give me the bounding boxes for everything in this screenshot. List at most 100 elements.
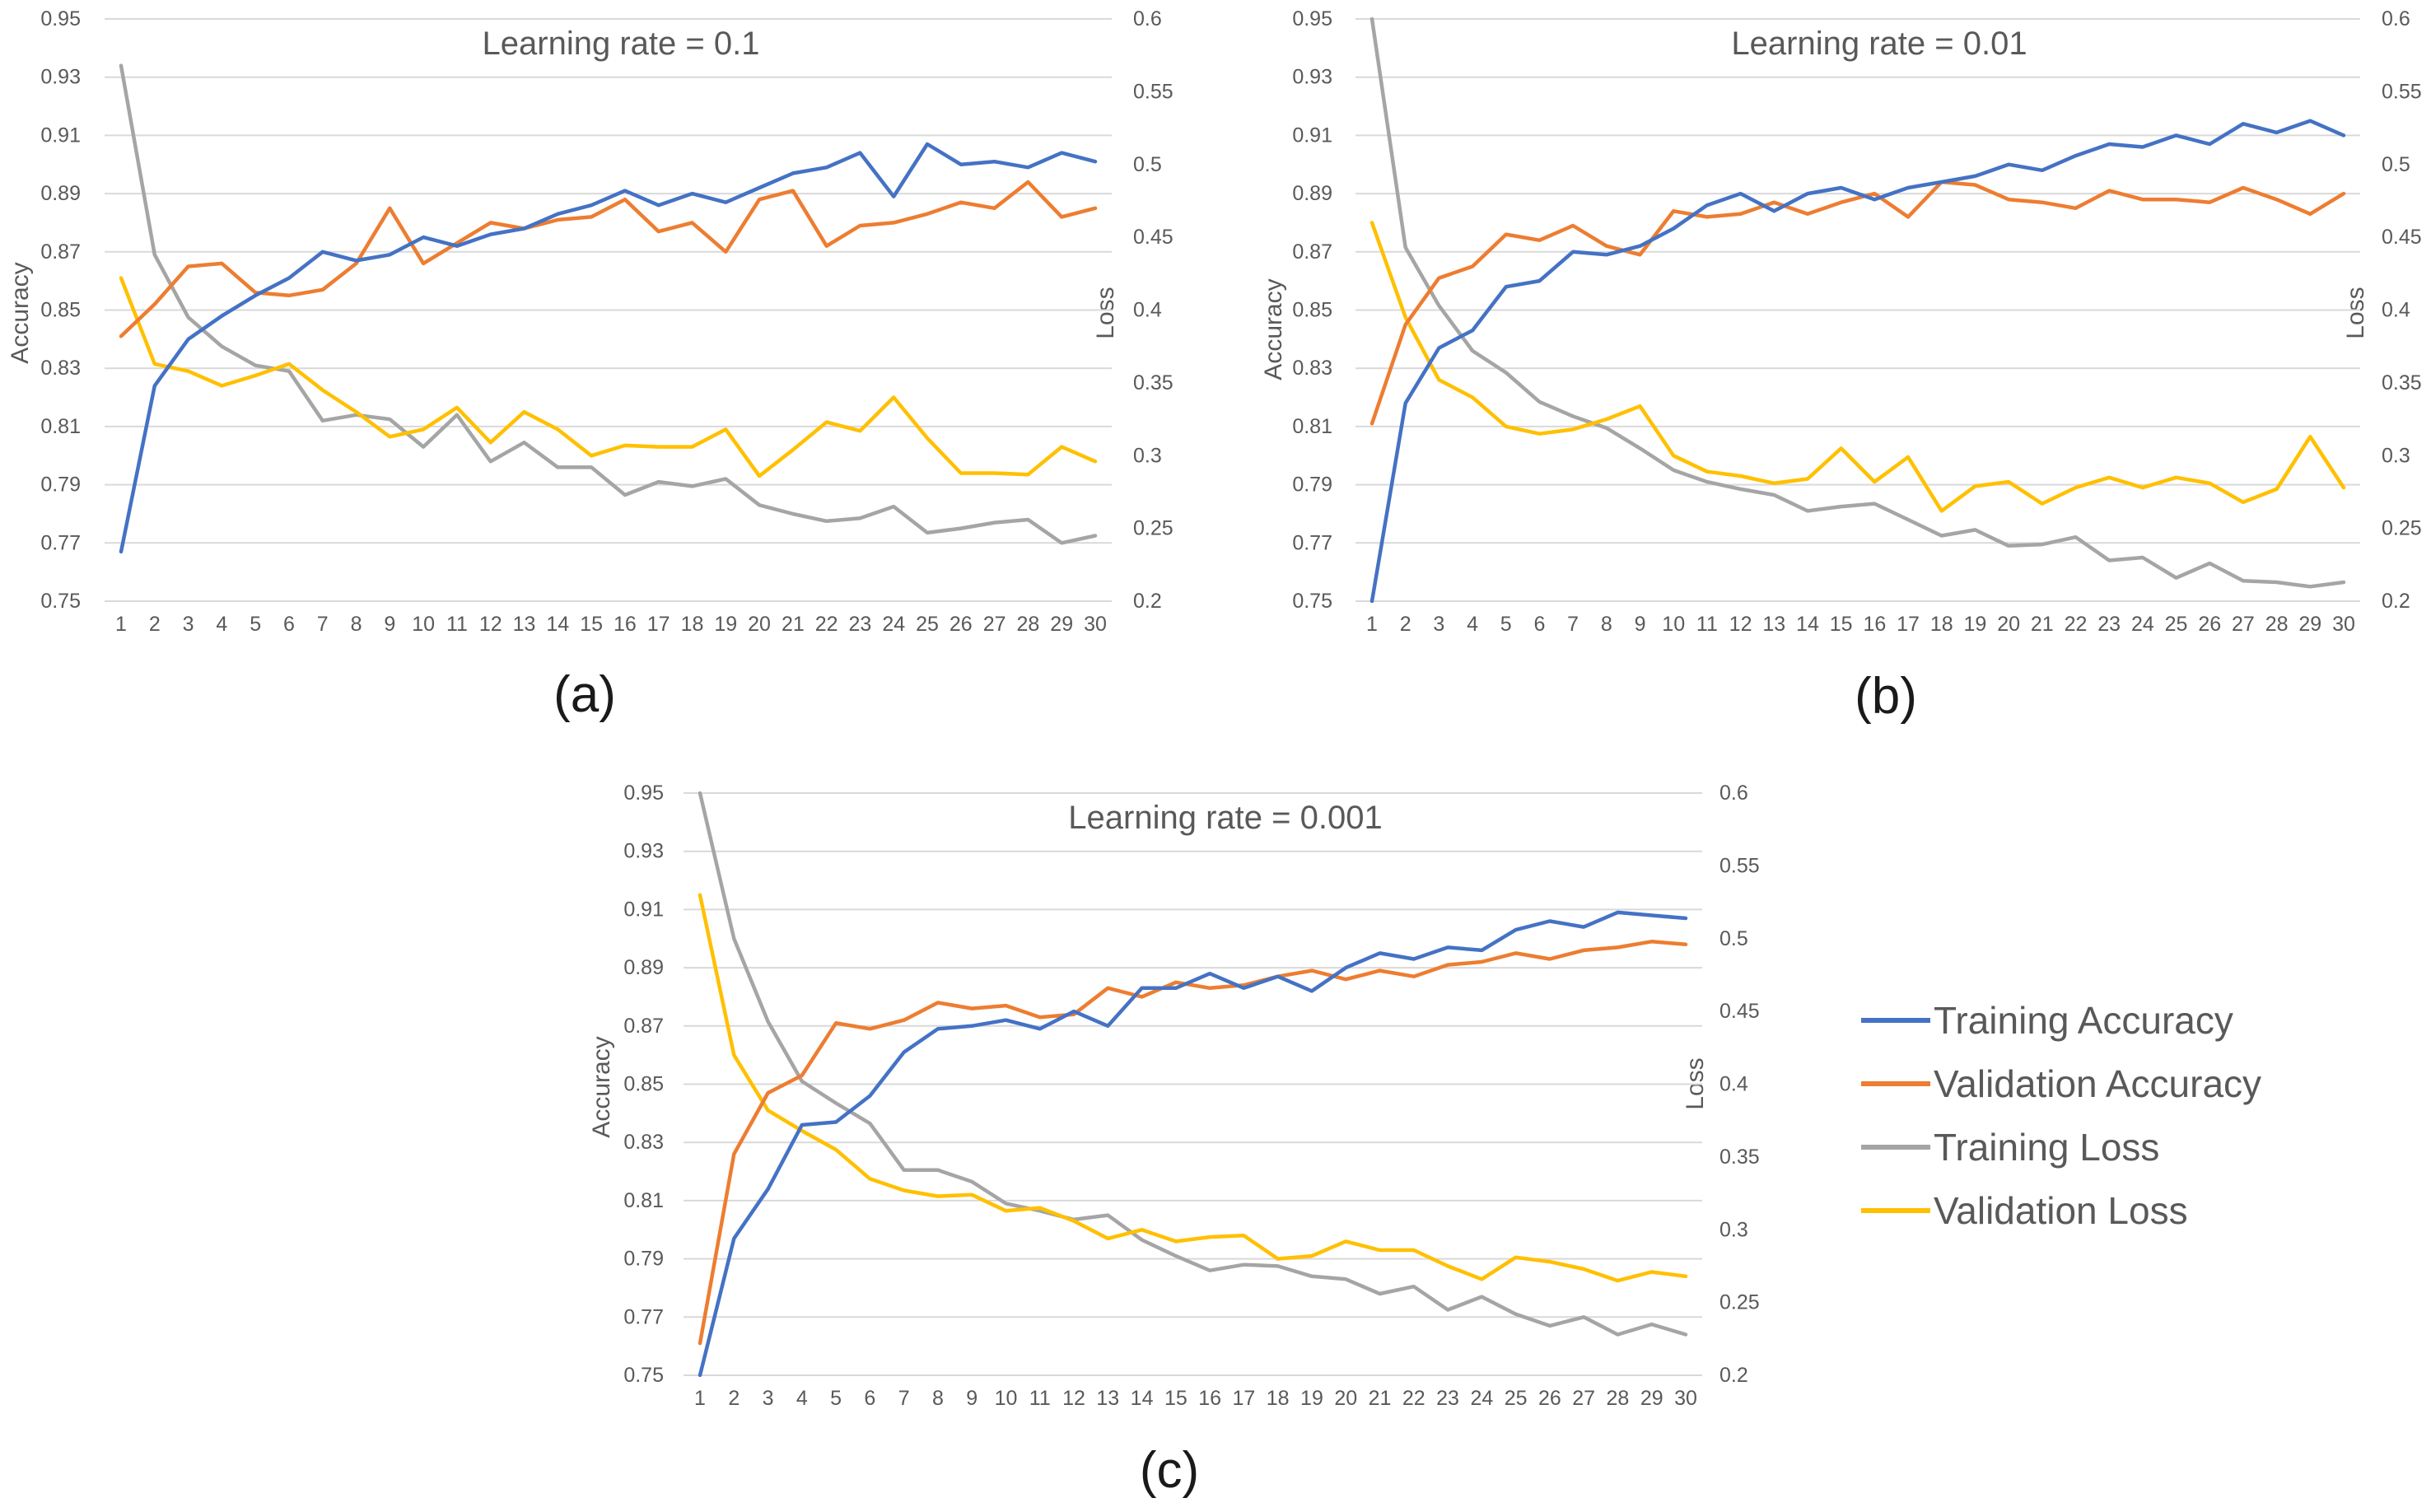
y2-tick-label: 0.6 [1719, 782, 1748, 805]
legend-label: Validation Loss [1934, 1189, 2188, 1232]
x-tick-label: 1 [115, 613, 127, 636]
x-tick-label: 21 [1369, 1387, 1392, 1410]
y-tick-label: 0.93 [623, 840, 664, 863]
x-tick-label: 26 [950, 613, 973, 636]
y2-tick-label: 0.5 [1133, 153, 1162, 176]
x-tick-label: 30 [2332, 613, 2355, 636]
y2-tick-label: 0.5 [2382, 153, 2410, 176]
y-tick-label: 0.95 [1292, 7, 1332, 30]
series-line-training-accuracy [698, 910, 1688, 1377]
x-tick-label: 16 [1863, 613, 1886, 636]
x-tick-label: 4 [796, 1387, 808, 1410]
x-tick-label: 12 [1729, 613, 1752, 636]
y-tick-label: 0.77 [623, 1305, 664, 1328]
y2-tick-label: 0.35 [1719, 1146, 1760, 1169]
x-tick-label: 24 [882, 613, 905, 636]
series-line-training-accuracy [119, 142, 1098, 554]
x-tick-label: 12 [1062, 1387, 1085, 1410]
legend: Training Accuracy Validation Accuracy Tr… [1861, 999, 2261, 1232]
y2-tick-label: 0.2 [1133, 590, 1162, 613]
x-tick-label: 17 [1233, 1387, 1256, 1410]
x-tick-label: 10 [1662, 613, 1685, 636]
y2-axis-title: Loss [1092, 287, 1119, 338]
x-tick-label: 13 [513, 613, 536, 636]
y-tick-label: 0.89 [623, 956, 664, 979]
y2-tick-label: 0.55 [2382, 80, 2422, 103]
x-tick-label: 18 [1267, 1387, 1290, 1410]
x-tick-label: 18 [681, 613, 704, 636]
x-tick-label: 13 [1762, 613, 1785, 636]
series-line-validation-accuracy [698, 940, 1688, 1346]
x-tick-label: 10 [412, 613, 435, 636]
y-tick-label: 0.93 [40, 66, 81, 89]
panel-label: (c) [1140, 1442, 1199, 1499]
y-tick-label: 0.83 [40, 357, 81, 380]
x-tick-label: 23 [1436, 1387, 1459, 1410]
x-tick-label: 8 [351, 613, 362, 636]
x-tick-label: 28 [2265, 613, 2289, 636]
y2-tick-label: 0.55 [1133, 80, 1174, 103]
y2-tick-label: 0.2 [2382, 590, 2410, 613]
x-tick-label: 14 [1131, 1387, 1154, 1410]
x-tick-label: 12 [479, 613, 502, 636]
x-tick-label: 4 [1467, 613, 1478, 636]
y-tick-label: 0.87 [623, 1015, 664, 1038]
x-tick-label: 26 [2198, 613, 2221, 636]
y2-tick-label: 0.25 [2382, 517, 2422, 540]
y-tick-label: 0.91 [40, 124, 81, 147]
x-tick-label: 7 [1567, 613, 1579, 636]
y-tick-label: 0.91 [623, 898, 664, 921]
x-tick-label: 2 [149, 613, 161, 636]
x-tick-label: 19 [1964, 613, 1987, 636]
y-tick-label: 0.89 [1292, 182, 1332, 205]
x-tick-label: 25 [916, 613, 939, 636]
y-axis-title: Accuracy [588, 1036, 615, 1137]
legend-label: Validation Accuracy [1934, 1062, 2261, 1105]
y2-tick-label: 0.6 [1133, 7, 1162, 30]
series-line-training-accuracy [1369, 119, 2346, 603]
x-tick-label: 22 [815, 613, 838, 636]
y2-tick-label: 0.4 [2382, 299, 2410, 322]
x-tick-label: 24 [1470, 1387, 1493, 1410]
x-tick-label: 6 [1533, 613, 1545, 636]
x-tick-label: 22 [2065, 613, 2088, 636]
x-tick-label: 3 [763, 1387, 774, 1410]
y2-tick-label: 0.35 [1133, 371, 1174, 394]
x-tick-label: 15 [580, 613, 603, 636]
y-tick-label: 0.75 [1292, 590, 1332, 613]
x-tick-label: 15 [1830, 613, 1853, 636]
chart-title: Learning rate = 0.1 [483, 26, 760, 62]
x-tick-label: 13 [1096, 1387, 1119, 1410]
y2-tick-label: 0.3 [2382, 444, 2410, 467]
y-tick-label: 0.91 [1292, 124, 1332, 147]
x-tick-label: 19 [714, 613, 737, 636]
chart-title: Learning rate = 0.001 [1068, 800, 1382, 836]
x-tick-label: 5 [830, 1387, 842, 1410]
y-axis-title: Accuracy [7, 262, 34, 363]
x-tick-label: 30 [1674, 1387, 1697, 1410]
y-tick-label: 0.83 [623, 1131, 664, 1154]
x-tick-label: 7 [898, 1387, 910, 1410]
y2-tick-label: 0.45 [1133, 226, 1174, 249]
series-line-validation-accuracy [119, 180, 1098, 338]
x-tick-label: 30 [1084, 613, 1107, 636]
y-tick-label: 0.93 [1292, 66, 1332, 89]
x-tick-label: 21 [2031, 613, 2054, 636]
x-tick-label: 6 [864, 1387, 875, 1410]
x-tick-label: 25 [1505, 1387, 1528, 1410]
y-tick-label: 0.87 [1292, 240, 1332, 264]
y-tick-label: 0.77 [1292, 531, 1332, 554]
series-line-training-loss [119, 63, 1098, 545]
chart-panel-b: Learning rate = 0.01 Accuracy Loss (b) 0… [1260, 7, 2422, 725]
y-tick-label: 0.75 [623, 1364, 664, 1387]
x-tick-label: 2 [728, 1387, 740, 1410]
series-line-training-loss [1369, 17, 2346, 589]
x-tick-label: 17 [647, 613, 670, 636]
x-tick-label: 20 [1997, 613, 2020, 636]
x-tick-label: 3 [183, 613, 194, 636]
x-tick-label: 23 [2097, 613, 2121, 636]
x-tick-label: 10 [995, 1387, 1018, 1410]
x-tick-label: 27 [983, 613, 1006, 636]
x-tick-label: 19 [1300, 1387, 1323, 1410]
